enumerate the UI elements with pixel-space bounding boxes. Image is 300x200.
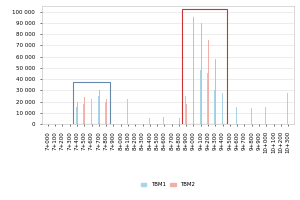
- Bar: [127, 99, 128, 124]
- Bar: [208, 40, 209, 124]
- Bar: [186, 104, 187, 124]
- Bar: [193, 45, 194, 124]
- Bar: [287, 93, 288, 124]
- Bar: [251, 108, 252, 124]
- Bar: [106, 99, 107, 124]
- Bar: [105, 102, 106, 124]
- Bar: [207, 73, 208, 124]
- Bar: [182, 9, 226, 124]
- Bar: [236, 107, 237, 124]
- Bar: [76, 107, 77, 124]
- Bar: [99, 90, 100, 124]
- Bar: [215, 59, 216, 124]
- Bar: [200, 70, 201, 124]
- Bar: [179, 118, 180, 124]
- Legend: TBM1, TBM2: TBM1, TBM2: [139, 180, 197, 190]
- Bar: [222, 93, 223, 124]
- Bar: [91, 99, 92, 124]
- Bar: [214, 90, 215, 124]
- Bar: [185, 96, 186, 124]
- Bar: [98, 96, 99, 124]
- Bar: [223, 66, 224, 124]
- Bar: [84, 97, 85, 124]
- Bar: [149, 118, 150, 124]
- Bar: [73, 82, 110, 124]
- Bar: [201, 23, 202, 124]
- Bar: [77, 102, 78, 124]
- Bar: [83, 104, 84, 124]
